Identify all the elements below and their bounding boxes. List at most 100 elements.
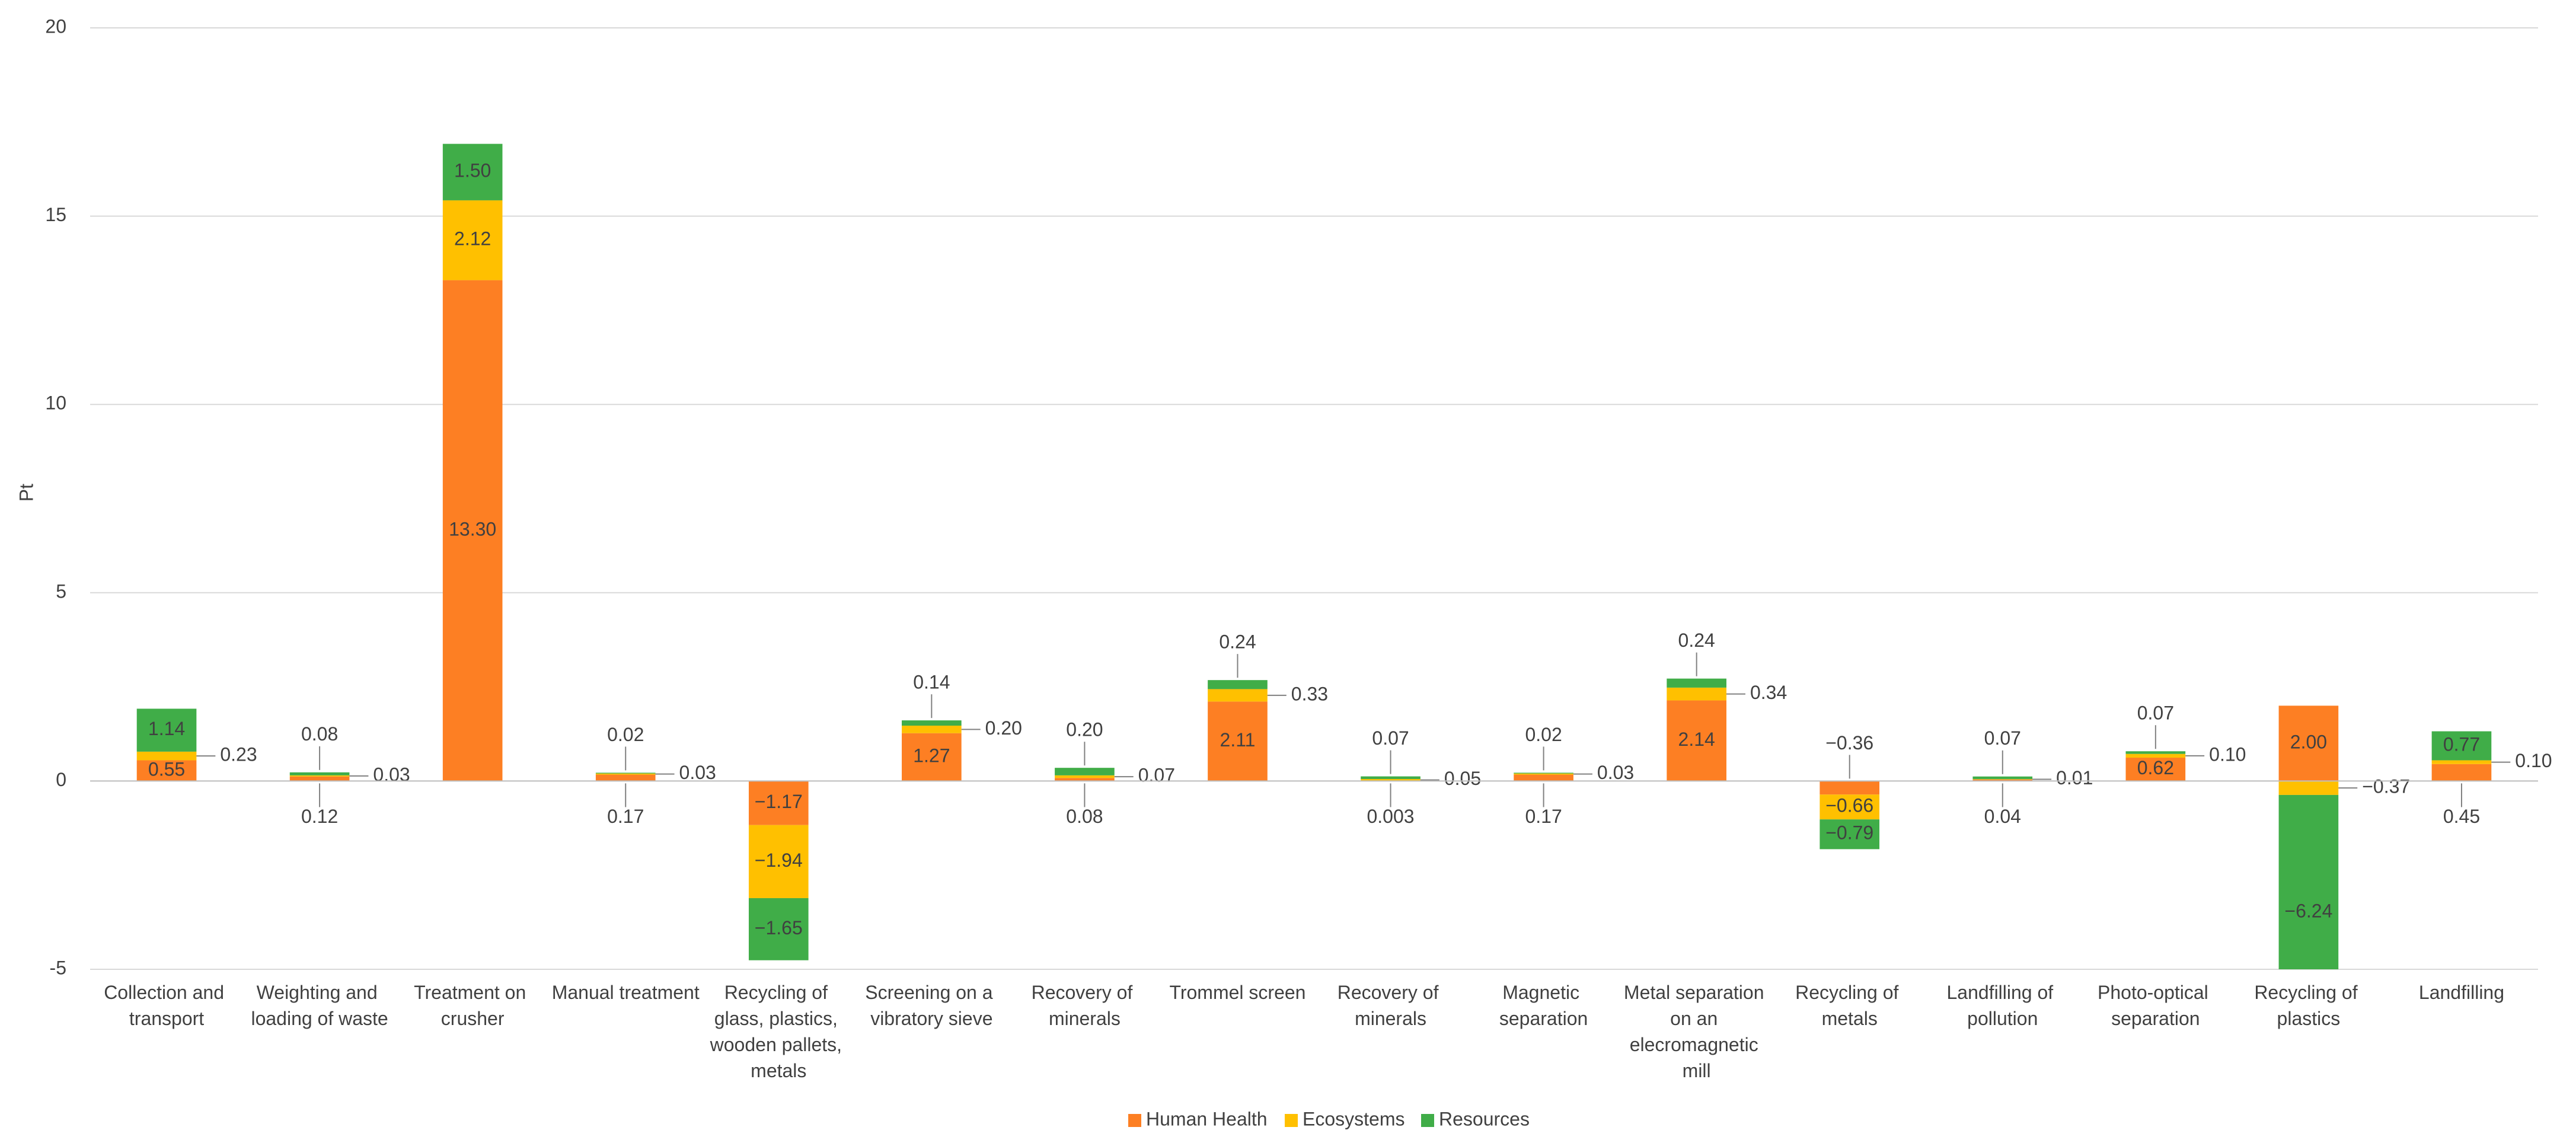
data-label: 0.07	[1984, 727, 2021, 749]
bar-segment	[442, 143, 503, 200]
data-label: −0.37	[2362, 776, 2410, 797]
bar-segment	[595, 774, 656, 781]
data-label: −1.65	[755, 917, 803, 938]
data-label: 1.50	[454, 160, 491, 181]
x-tick-label: Treatment on crusher	[414, 982, 531, 1029]
data-label: 0.14	[913, 672, 950, 693]
data-labels: 0.55 0.23 1.14 0.12 0.03 0.08 13.30 2.12 1.50 0.1…	[148, 160, 2552, 938]
x-tick-label: Landfilling	[2419, 982, 2504, 1003]
bar-segment	[1208, 680, 1268, 689]
data-label: −0.36	[1825, 732, 1873, 754]
data-label: 0.07	[1372, 727, 1409, 749]
bar-segment	[2125, 751, 2186, 754]
bar-segment	[136, 760, 197, 781]
data-label: 0.01	[2056, 767, 2093, 788]
y-tick-label: 15	[45, 204, 66, 225]
x-tick-label: Recovery of minerals	[1032, 982, 1138, 1029]
bar-segment	[1667, 700, 1726, 781]
bar-segment	[1820, 819, 1880, 850]
bar-segment	[2431, 764, 2492, 781]
data-label: 0.24	[1219, 631, 1256, 653]
data-label: 0.08	[301, 723, 338, 745]
legend-label: Ecosystems	[1303, 1108, 1404, 1129]
data-label: 0.04	[1984, 806, 2021, 827]
data-label: 0.20	[985, 717, 1022, 739]
bar-segment	[1667, 678, 1726, 688]
x-tick-label: Recovery of minerals	[1338, 982, 1444, 1029]
bar-segment	[1667, 687, 1726, 701]
data-label: 0.07	[1138, 765, 1175, 786]
data-label: 0.03	[679, 762, 716, 783]
data-label: 13.30	[449, 518, 496, 539]
bar-segment	[1361, 776, 1421, 780]
data-label: 1.27	[913, 745, 950, 767]
data-label: 2.14	[1678, 729, 1715, 750]
x-tick-label: Recycling of metals	[1795, 982, 1904, 1029]
bar-segment	[2431, 760, 2492, 764]
bar-segment	[442, 200, 503, 280]
data-label: 0.10	[2209, 743, 2246, 765]
bar-segment	[1361, 779, 1421, 781]
x-tick-label: Manual treatment	[552, 982, 700, 1003]
legend-swatch	[1128, 1114, 1141, 1127]
data-label: 0.05	[1444, 768, 1481, 789]
data-label: 1.14	[148, 718, 185, 739]
legend-swatch	[1285, 1114, 1298, 1127]
bar-segment	[2125, 758, 2186, 781]
x-tick-label: Weighting and loading of waste	[251, 982, 388, 1029]
x-tick-label: Recycling of glass, plastics, wooden pal…	[710, 982, 847, 1081]
data-label: 0.003	[1367, 806, 1414, 827]
x-tick-label: Trommel screen	[1169, 982, 1305, 1003]
data-label: 0.45	[2443, 806, 2480, 827]
data-label: 0.03	[373, 764, 410, 785]
bar-segment	[2431, 731, 2492, 761]
data-label: 0.77	[2443, 733, 2480, 755]
x-tick-label: Recycling of plastics	[2254, 982, 2363, 1029]
legend-label: Resources	[1439, 1108, 1530, 1129]
data-label: 0.17	[1525, 806, 1562, 827]
y-tick-label: 0	[56, 769, 66, 790]
data-label: 0.12	[301, 806, 338, 827]
bar-segment	[1208, 701, 1268, 781]
data-label: 0.55	[148, 758, 185, 780]
y-tick-label: 5	[56, 580, 66, 602]
legend-label: Human Health	[1146, 1108, 1268, 1129]
bar-segment	[748, 781, 809, 825]
data-label: 0.62	[2137, 757, 2174, 778]
bar-segment	[748, 825, 809, 898]
y-tick-label: -5	[50, 957, 66, 978]
bar-segment	[1514, 772, 1573, 774]
bar-segment	[442, 280, 503, 781]
data-label: 0.07	[2137, 703, 2174, 724]
y-tick-label: 10	[45, 392, 66, 414]
data-label: −0.66	[1825, 795, 1873, 816]
data-label: 0.33	[1291, 683, 1328, 704]
x-tick-label: Metal separation on an elecromagnetic mi…	[1624, 982, 1769, 1081]
bar-segment	[595, 772, 656, 774]
bar-segment	[902, 733, 962, 781]
bar-segment	[136, 708, 197, 752]
data-label: 0.02	[1525, 724, 1562, 745]
data-label: −0.79	[1825, 822, 1873, 844]
x-tick-label: Screening on a vibratory sieve	[865, 982, 998, 1029]
data-label: 0.23	[220, 744, 257, 765]
bar-segment	[1972, 779, 2033, 780]
data-label: 0.24	[1678, 630, 1715, 651]
bar-segment	[748, 898, 809, 960]
data-label: 0.17	[607, 806, 644, 827]
y-axis-label: Pt	[15, 484, 37, 502]
bar-segment	[1208, 689, 1268, 702]
bar-segment	[1514, 773, 1573, 775]
data-label: 0.08	[1066, 806, 1103, 827]
data-label: 0.03	[1597, 762, 1634, 783]
x-tick-label: Collection and transport	[104, 982, 229, 1029]
bar-segment	[1820, 794, 1880, 820]
bar-segment	[1055, 768, 1115, 775]
data-label: 0.10	[2515, 750, 2552, 771]
data-label: 0.20	[1066, 719, 1103, 740]
bar-segment	[1972, 776, 2033, 780]
bar-segment	[1055, 775, 1115, 778]
bar-segment	[289, 776, 350, 781]
data-label: 2.00	[2290, 731, 2327, 752]
bar-segment	[902, 726, 962, 733]
